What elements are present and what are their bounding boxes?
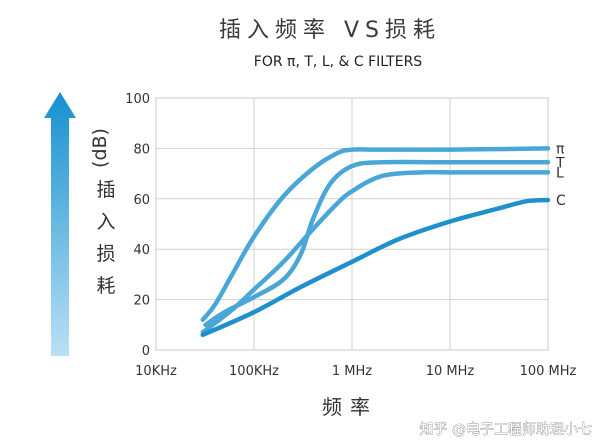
chart-subtitle: FOR π, T, L, & C FILTERS <box>254 54 423 70</box>
y-tick-label: 0 <box>142 344 150 359</box>
watermark: 知乎 @电子工程师助理小七 <box>420 421 592 438</box>
x-tick-label: 100 MHz <box>520 364 577 379</box>
y-axis-label-char: 入 <box>96 211 115 233</box>
x-tick-label: 10KHz <box>135 364 177 379</box>
series-line <box>200 169 551 335</box>
grid <box>156 98 548 350</box>
series-line <box>203 159 551 328</box>
series-line <box>200 146 551 323</box>
y-axis-ticks: 0 20 40 60 80 100 <box>125 92 150 359</box>
chart-title: 插入频率 VS损耗 <box>219 18 441 43</box>
y-axis-unit-label: (dB) <box>89 128 111 168</box>
y-tick-label: 60 <box>133 193 150 208</box>
x-tick-label: 1 MHz <box>332 364 372 379</box>
x-axis-label: 频率 <box>322 395 378 419</box>
series-lines <box>200 146 551 338</box>
x-tick-label: 10 MHz <box>426 364 475 379</box>
y-axis-label-char: 插 <box>96 179 115 201</box>
series-label: π <box>556 141 565 157</box>
series-label: L <box>556 165 564 181</box>
series-label: C <box>556 193 566 209</box>
y-tick-label: 20 <box>133 294 150 309</box>
series-label: T <box>555 155 565 171</box>
y-tick-label: 100 <box>125 92 150 107</box>
y-axis-label-char: 耗 <box>96 275 115 297</box>
up-arrow-icon <box>44 92 76 356</box>
y-tick-label: 80 <box>133 142 150 157</box>
x-tick-label: 100KHz <box>229 364 279 379</box>
plot-frame <box>155 97 549 351</box>
y-axis-label-char: 损 <box>96 243 115 265</box>
x-axis-ticks: 10KHz 100KHz 1 MHz 10 MHz 100 MHz <box>135 364 576 379</box>
y-tick-label: 40 <box>133 243 150 258</box>
series-line <box>200 197 551 338</box>
